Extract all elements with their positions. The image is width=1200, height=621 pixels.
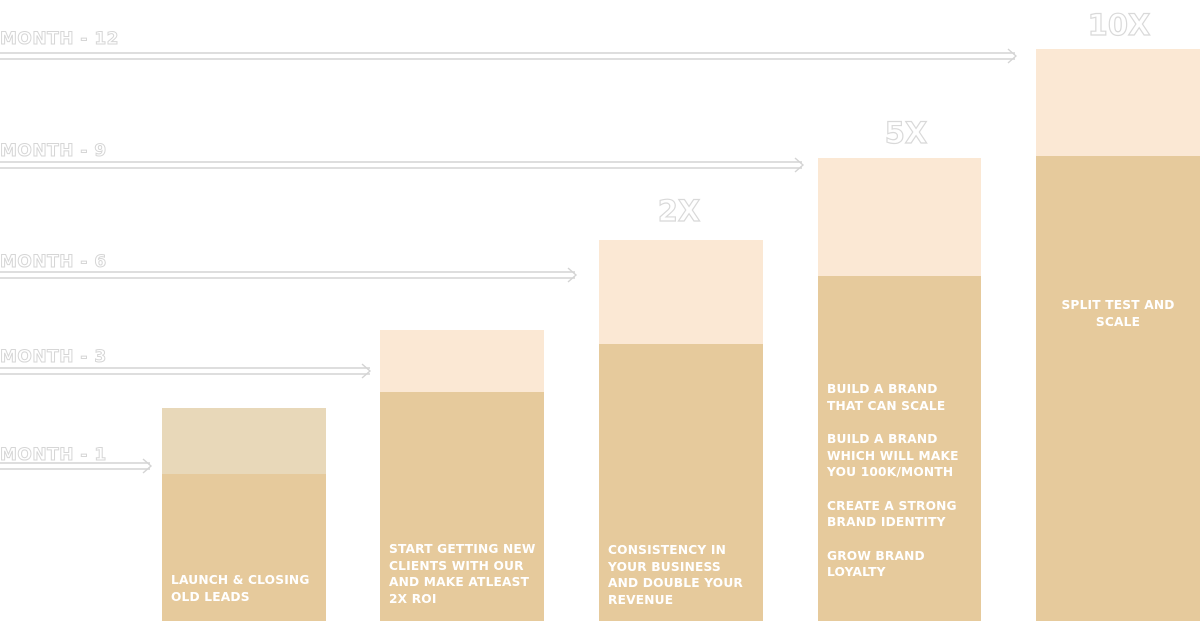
month-3-bar-body: [380, 392, 544, 621]
milestone-item: BUILD A BRAND WHICH WILL MAKE YOU 100K/M…: [827, 432, 959, 479]
month-6-bar-top: [599, 240, 763, 344]
month-9-bar-top: [818, 158, 981, 276]
month-6-bar-text: CONSISTENCY IN YOUR BUSINESS AND DOUBLE …: [608, 542, 755, 608]
month-label-6: MONTH - 6: [0, 252, 107, 273]
month-1-bar-text: LAUNCH & CLOSING OLD LEADS: [171, 572, 318, 605]
month-1-arrow: [0, 458, 153, 474]
month-1-bar-top: [162, 408, 326, 474]
milestone-item: BUILD A BRAND THAT CAN SCALE: [827, 382, 946, 413]
month-9-arrow: [0, 157, 805, 173]
month-9-bar-text: BUILD A BRAND THAT CAN SCALE BUILD A BRA…: [827, 381, 973, 581]
month-9-bar-body: [818, 276, 981, 621]
month-label-12: MONTH - 12: [0, 29, 119, 50]
month-3-arrow: [0, 363, 372, 379]
milestone-item: LAUNCH & CLOSING OLD LEADS: [171, 573, 310, 604]
month-label-1: MONTH - 1: [0, 445, 107, 466]
month-1-bar: LAUNCH & CLOSING OLD LEADS: [162, 408, 326, 621]
multiplier-10x: 10X: [1087, 7, 1151, 42]
month-12-arrow: [0, 48, 1018, 64]
milestone-item: CONSISTENCY IN YOUR BUSINESS AND DOUBLE …: [608, 543, 744, 607]
month-6-bar: CONSISTENCY IN YOUR BUSINESS AND DOUBLE …: [599, 240, 763, 621]
month-3-bar-text: START GETTING NEW CLIENTS WITH OUR AND M…: [389, 541, 536, 607]
month-12-bar-top: [1036, 49, 1200, 156]
month-label-9: MONTH - 9: [0, 141, 107, 162]
month-12-bar-body: [1036, 156, 1200, 621]
milestone-item: START GETTING NEW CLIENTS WITH OUR AND M…: [389, 542, 536, 606]
month-6-bar-body: [599, 344, 763, 621]
month-12-bar-text: SPLIT TEST AND SCALE: [1058, 297, 1178, 330]
month-12-bar: SPLIT TEST AND SCALE: [1036, 49, 1200, 621]
month-1-bar-body: [162, 474, 326, 621]
milestone-item: GROW BRAND LOYALTY: [827, 548, 925, 580]
month-9-bar: BUILD A BRAND THAT CAN SCALE BUILD A BRA…: [818, 158, 981, 621]
month-label-3: MONTH - 3: [0, 347, 107, 368]
month-6-arrow: [0, 267, 578, 283]
multiplier-2x: 2X: [657, 193, 701, 228]
month-3-bar-top: [380, 330, 544, 392]
multiplier-5x: 5X: [884, 115, 928, 150]
milestone-item: CREATE A STRONG BRAND IDENTITY: [827, 498, 957, 530]
month-3-bar: START GETTING NEW CLIENTS WITH OUR AND M…: [380, 330, 544, 621]
milestone-item: SPLIT TEST AND SCALE: [1061, 298, 1175, 329]
